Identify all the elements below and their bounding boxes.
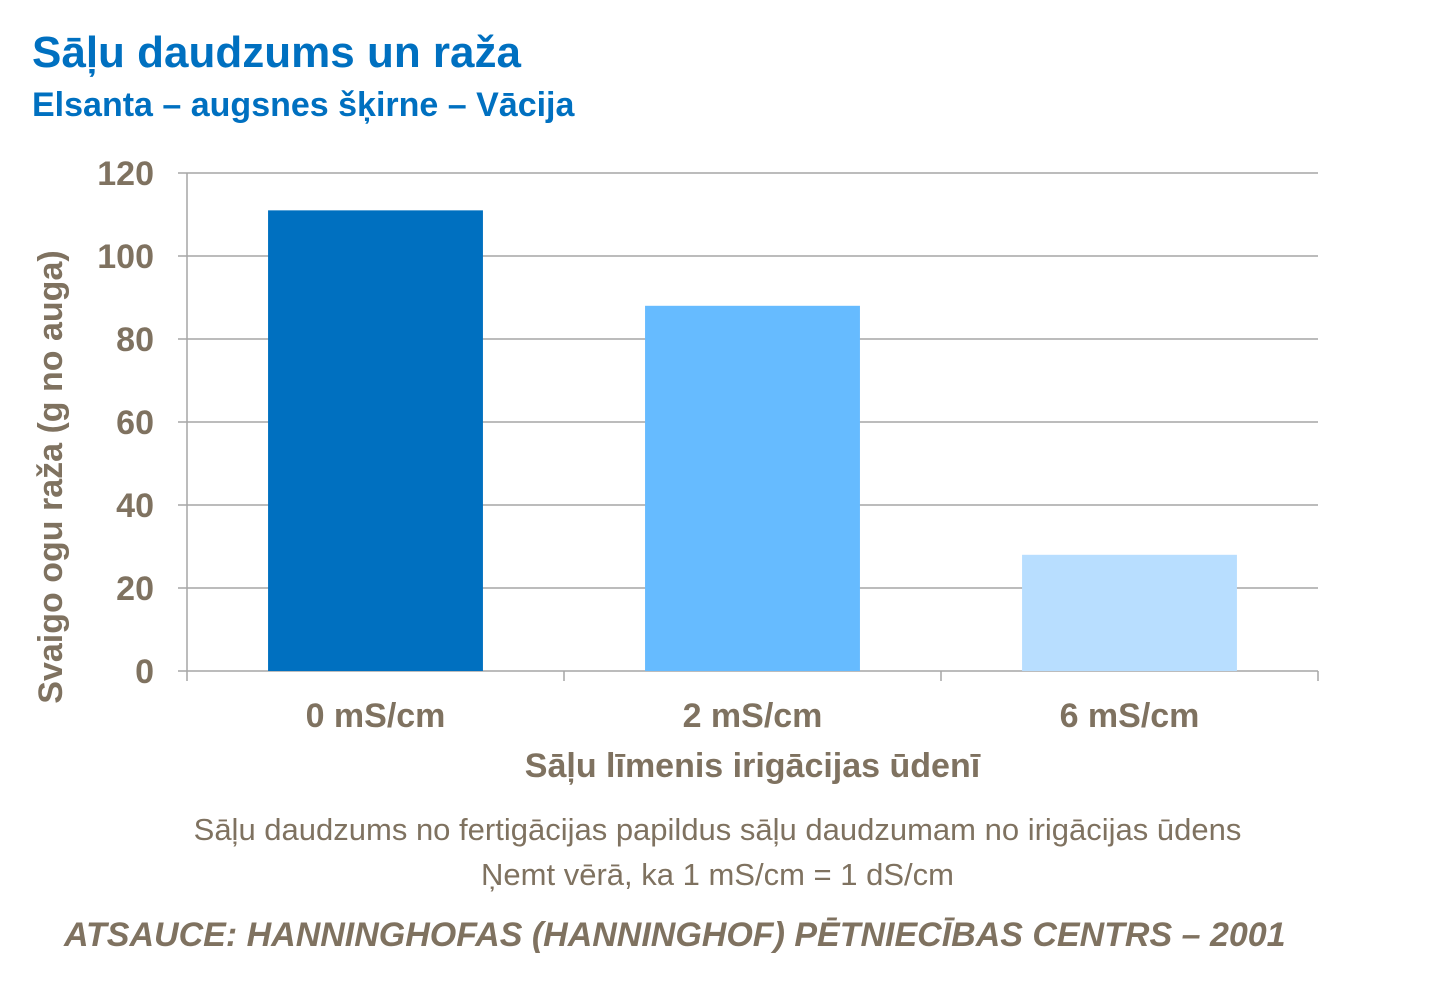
footnote-unit-conversion: Ņemt vērā, ka 1 mS/cm = 1 dS/cm <box>481 857 954 892</box>
source-citation: ATSAUCE: HANNINGHOFAS (HANNINGHOF) PĒTNI… <box>64 916 1286 954</box>
y-axis-title: Svaigo ogu raža (g no auga) <box>32 250 70 703</box>
bar-2 <box>645 305 860 671</box>
chart-subtitle: Elsanta – augsnes šķirne – Vācija <box>32 86 575 124</box>
y-tick-label: 60 <box>116 404 154 442</box>
chart-title: Sāļu daudzums un raža <box>32 28 521 77</box>
y-tick-label: 100 <box>97 238 154 276</box>
x-axis-title: Sāļu līmenis irigācijas ūdenī <box>525 747 981 785</box>
x-tick-label: 2 mS/cm <box>683 697 823 735</box>
bar-chart: 0 20 40 60 80 100 120 0 mS/cm 2 mS/cm 6 mS/cm Sāļu… <box>32 155 1319 785</box>
x-tick-label: 0 mS/cm <box>306 697 446 735</box>
footnote-salt-source: Sāļu daudzums no fertigācijas papildus s… <box>193 812 1242 847</box>
y-tick-label: 40 <box>116 487 154 525</box>
y-tick-label: 20 <box>116 570 154 608</box>
y-tick-label: 0 <box>135 653 154 691</box>
bar-1 <box>268 210 483 671</box>
x-tick-label: 6 mS/cm <box>1060 697 1200 735</box>
bar-3 <box>1022 554 1237 671</box>
y-tick-label: 120 <box>97 155 154 193</box>
y-tick-label: 80 <box>116 321 154 359</box>
